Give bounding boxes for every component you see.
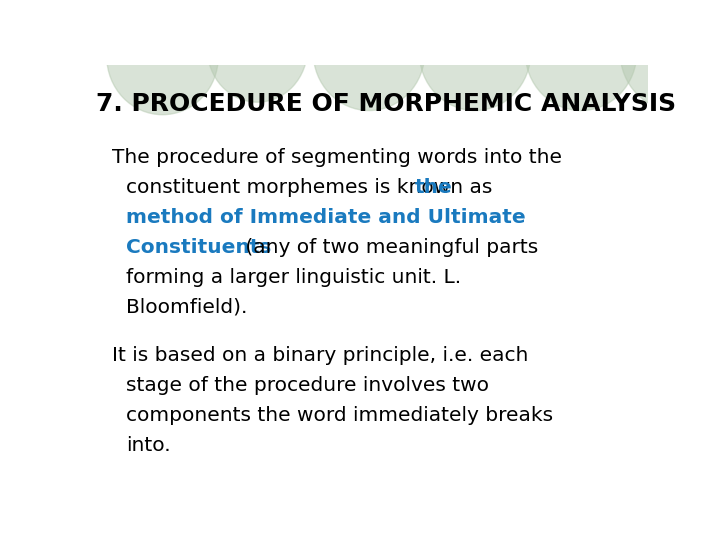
Text: (any of two meaningful parts: (any of two meaningful parts xyxy=(239,238,538,257)
Text: components the word immediately breaks: components the word immediately breaks xyxy=(126,406,554,425)
Text: Bloomfield).: Bloomfield). xyxy=(126,298,248,316)
Ellipse shape xyxy=(313,0,425,111)
Text: Constituents: Constituents xyxy=(126,238,271,257)
Ellipse shape xyxy=(419,0,531,111)
Text: stage of the procedure involves two: stage of the procedure involves two xyxy=(126,376,490,395)
Ellipse shape xyxy=(107,0,218,114)
Ellipse shape xyxy=(207,0,307,102)
Text: constituent morphemes is known as: constituent morphemes is known as xyxy=(126,178,499,197)
Text: into.: into. xyxy=(126,436,171,455)
Text: It is based on a binary principle, i.e. each: It is based on a binary principle, i.e. … xyxy=(112,346,528,365)
Ellipse shape xyxy=(526,0,636,111)
Text: forming a larger linguistic unit. L.: forming a larger linguistic unit. L. xyxy=(126,268,462,287)
Text: 7. PROCEDURE OF MORPHEMIC ANALYSIS: 7. PROCEDURE OF MORPHEMIC ANALYSIS xyxy=(96,92,675,116)
Text: method of Immediate and Ultimate: method of Immediate and Ultimate xyxy=(126,208,526,227)
Text: The procedure of segmenting words into the: The procedure of segmenting words into t… xyxy=(112,148,562,167)
Ellipse shape xyxy=(620,0,720,111)
Text: the: the xyxy=(415,178,453,197)
